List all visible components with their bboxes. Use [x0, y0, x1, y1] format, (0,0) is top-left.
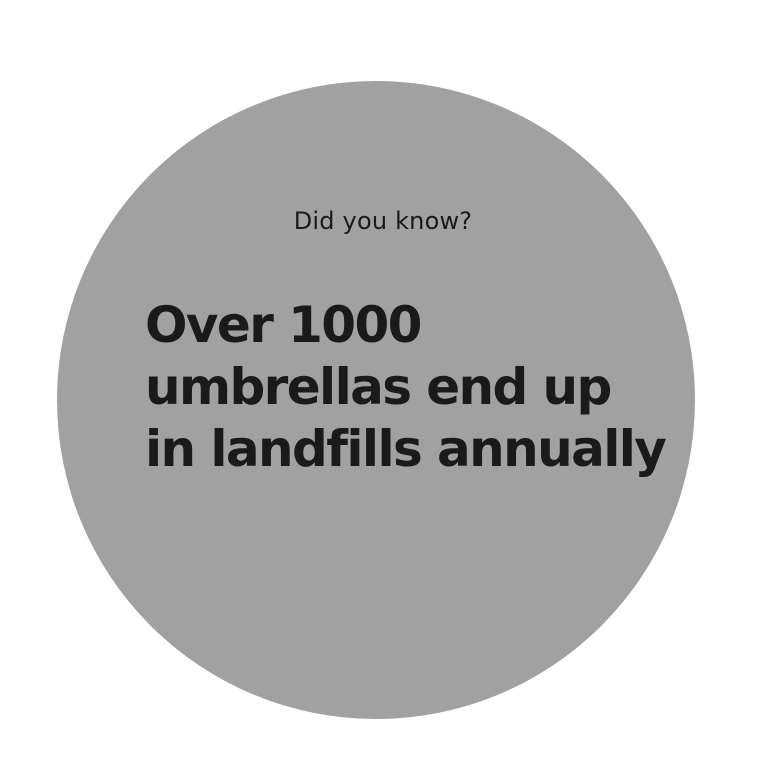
- fact-circle: [57, 81, 695, 719]
- fact-headline-line-1: Over 1000: [145, 296, 422, 354]
- fact-headline: Over 1000 umbrellas end up in landfills …: [145, 294, 705, 480]
- fact-headline-line-3: in landfills annually: [145, 420, 667, 478]
- fact-kicker: Did you know?: [293, 207, 473, 235]
- fact-headline-line-2: umbrellas end up: [145, 358, 612, 416]
